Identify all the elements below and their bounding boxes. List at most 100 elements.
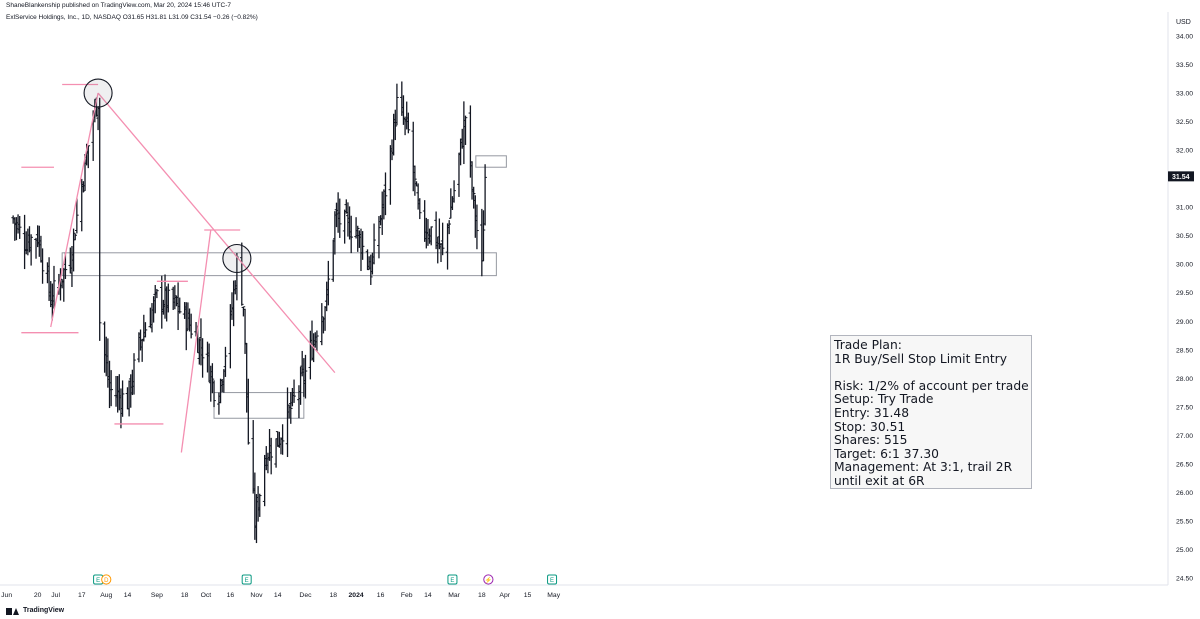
last-price-tag bbox=[1168, 171, 1194, 182]
ohlc-bar bbox=[377, 216, 381, 259]
trade-plan-line: Target: 6:1 37.30 bbox=[834, 446, 939, 461]
svg-text:E: E bbox=[550, 578, 554, 584]
ohlc-bar bbox=[349, 215, 353, 254]
ohlc-bar bbox=[97, 97, 102, 341]
ohlc-bar bbox=[303, 354, 308, 399]
ohlc-bar bbox=[52, 265, 56, 309]
trade-plan-note[interactable]: Trade Plan: 1R Buy/Sell Stop Limit Entry… bbox=[830, 335, 1032, 489]
ohlc-bar bbox=[246, 378, 251, 445]
uptrend-line bbox=[180, 229, 212, 453]
y-tick-label: 28.50 bbox=[1176, 347, 1193, 354]
trade-plan-line: Shares: 515 bbox=[834, 433, 908, 448]
ohlc-bar bbox=[483, 164, 487, 226]
ohlc-bar bbox=[17, 216, 22, 239]
trade-plan-line: Risk: 1/2% of account per trade bbox=[834, 378, 1029, 393]
ohlc-bar bbox=[337, 198, 342, 238]
x-tick-label: Apr bbox=[499, 592, 510, 599]
y-tick-label: 30.00 bbox=[1176, 262, 1193, 269]
x-tick-label: 20 bbox=[34, 592, 42, 599]
ohlc-bar bbox=[447, 220, 451, 235]
trade-plan-line: Setup: Try Trade bbox=[834, 392, 934, 407]
trade-plan-line: Trade Plan: bbox=[834, 338, 902, 352]
ohlc-bar bbox=[212, 380, 216, 408]
x-tick-label: Jul bbox=[51, 592, 60, 599]
earnings-event-icon: E bbox=[241, 574, 252, 585]
x-tick-label: 18 bbox=[329, 592, 337, 599]
price-bars bbox=[11, 81, 487, 544]
ohlc-bar bbox=[120, 380, 125, 417]
x-tick-label: 16 bbox=[377, 592, 385, 599]
ohlc-bar bbox=[132, 353, 136, 395]
ohlc-bar bbox=[315, 330, 319, 352]
x-tick-label: Sep bbox=[151, 592, 163, 599]
ohlc-bar bbox=[177, 297, 182, 314]
zone-boxes[interactable] bbox=[61, 155, 507, 419]
ohlc-bar bbox=[288, 391, 293, 424]
price-chart[interactable]: USD 34.0033.5033.0032.5032.0031.5031.003… bbox=[0, 0, 1200, 603]
y-tick-label: 27.50 bbox=[1176, 404, 1193, 411]
footer-bar: TradingView bbox=[0, 603, 1200, 619]
ohlc-bar bbox=[383, 172, 388, 216]
resistance-box bbox=[475, 155, 507, 168]
ohlc-bar bbox=[417, 198, 422, 220]
svg-text:⚡: ⚡ bbox=[485, 576, 492, 584]
ohlc-bar bbox=[393, 109, 398, 141]
y-tick-label: 33.50 bbox=[1176, 62, 1193, 69]
earnings-event-icon: E bbox=[547, 574, 558, 585]
last-price-value: 31.54 bbox=[1172, 174, 1190, 181]
ohlc-bar bbox=[257, 493, 262, 517]
y-tick-label: 29.50 bbox=[1176, 290, 1193, 297]
ohlc-bar bbox=[71, 228, 76, 272]
x-tick-label: 15 bbox=[524, 592, 532, 599]
dividend-event-icon: D bbox=[101, 574, 112, 585]
ohlc-bar bbox=[342, 209, 347, 244]
x-tick-label: 14 bbox=[124, 592, 132, 599]
ohlc-bar bbox=[75, 198, 79, 234]
ohlc-bar bbox=[269, 437, 273, 475]
x-tick-label: 16 bbox=[227, 592, 235, 599]
event-markers[interactable]: E D E E ⚡ E bbox=[93, 574, 558, 585]
ohlc-bar bbox=[155, 288, 159, 299]
y-tick-label: 25.00 bbox=[1176, 547, 1193, 554]
trend-annotations[interactable] bbox=[21, 78, 336, 453]
split-event-icon: ⚡ bbox=[483, 574, 494, 585]
x-tick-label: 14 bbox=[274, 592, 282, 599]
trade-plan-line: until exit at 6R bbox=[834, 473, 925, 488]
trade-plan-line: Stop: 30.51 bbox=[834, 419, 906, 434]
y-tick-label: 26.50 bbox=[1176, 461, 1193, 468]
x-tick-label: Feb bbox=[401, 592, 413, 599]
y-tick-label: 25.50 bbox=[1176, 518, 1193, 525]
svg-text:E: E bbox=[96, 578, 100, 584]
y-tick-label: 30.50 bbox=[1176, 233, 1193, 240]
x-tick-label: Aug bbox=[100, 592, 112, 599]
ohlc-bar bbox=[280, 424, 285, 455]
ohlc-bar bbox=[241, 306, 246, 317]
ohlc-bar bbox=[29, 234, 33, 266]
y-tick-label: 29.00 bbox=[1176, 319, 1193, 326]
ohlc-bar bbox=[463, 115, 468, 145]
ohlc-bar bbox=[200, 338, 205, 378]
symbol-name: ExlService Holdings, Inc., 1D, NASDAQ bbox=[6, 14, 121, 21]
y-tick-label: 27.00 bbox=[1176, 433, 1193, 440]
ohlc-bar bbox=[368, 254, 373, 285]
x-tick-label: 18 bbox=[181, 592, 189, 599]
highlight-circle bbox=[222, 243, 252, 274]
x-axis: Jun 20 Jul 17 Aug 14 Sep 18 Oct 16 Nov 14 Dec 18 2024 1… bbox=[1, 592, 561, 599]
trade-plan-line: 1R Buy/Sell Stop Limit Entry bbox=[834, 351, 1008, 366]
trade-plan-line: Entry: 31.48 bbox=[834, 405, 910, 420]
published-line: ShaneBlankenship published on TradingVie… bbox=[6, 2, 231, 9]
x-tick-label: Jun bbox=[1, 592, 12, 599]
tradingview-logo[interactable]: TradingView bbox=[6, 606, 64, 616]
ohlc-bar bbox=[320, 303, 324, 346]
ohlc-bar bbox=[395, 83, 399, 126]
x-tick-label: 14 bbox=[424, 592, 432, 599]
highlight-circle bbox=[83, 78, 113, 108]
ohlc-bar bbox=[326, 260, 331, 306]
ohlc-bar bbox=[109, 370, 113, 407]
y-tick-label: 32.50 bbox=[1176, 119, 1193, 126]
support-zone-box bbox=[61, 252, 497, 277]
earnings-event-icon: E bbox=[447, 574, 458, 585]
x-tick-label: Mar bbox=[448, 592, 460, 599]
ohlc-bar bbox=[73, 233, 78, 241]
symbol-legend[interactable]: ExlService Holdings, Inc., 1D, NASDAQ O3… bbox=[6, 14, 258, 21]
